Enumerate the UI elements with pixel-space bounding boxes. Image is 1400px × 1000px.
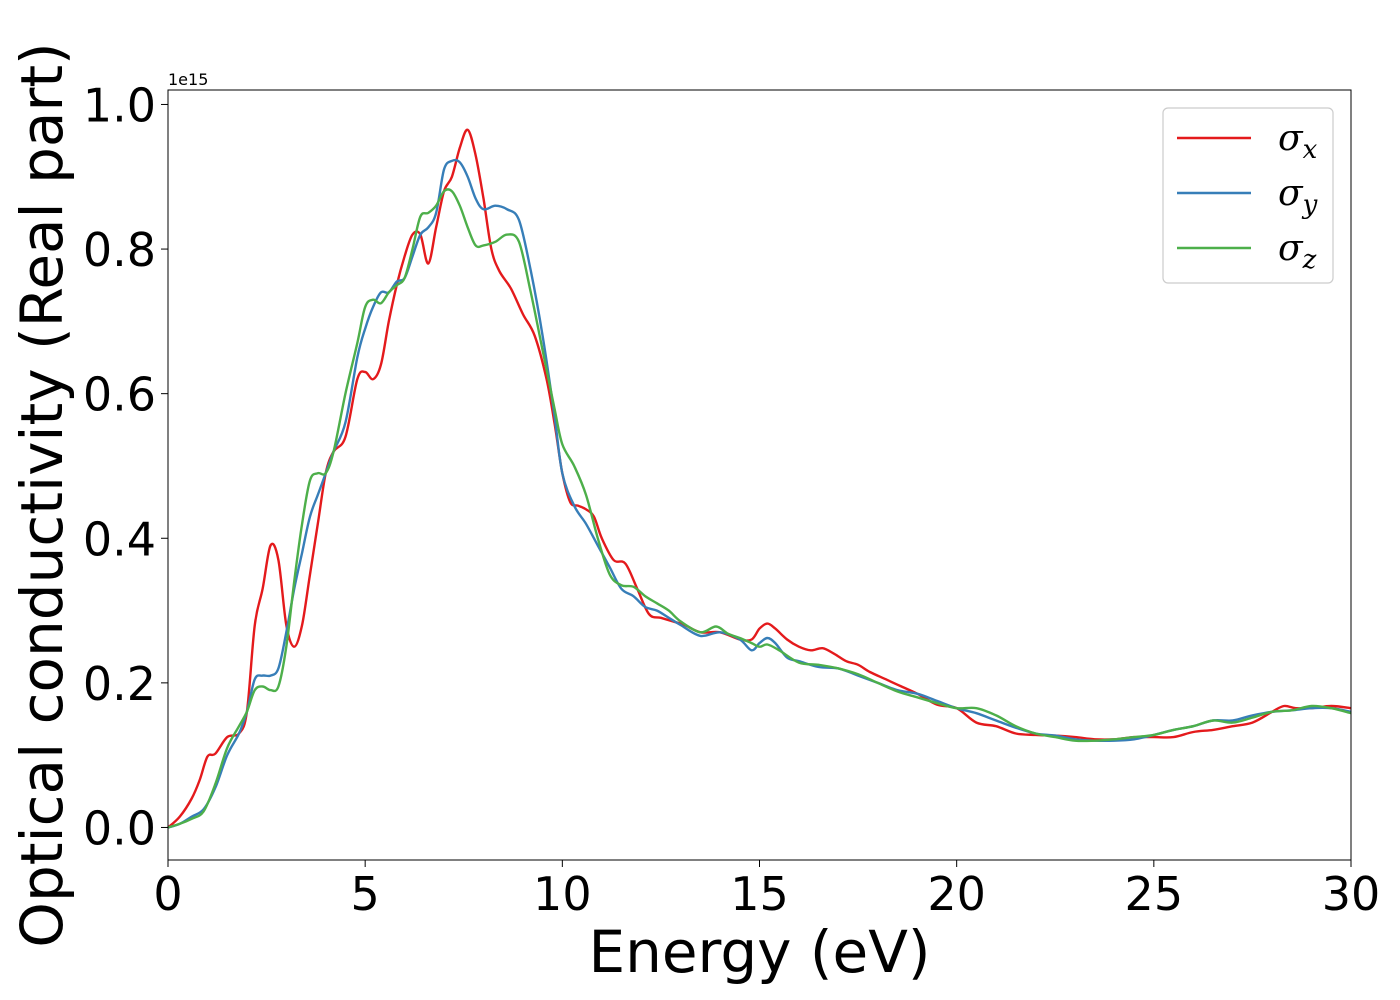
x-tick-label: 0 [153, 867, 182, 921]
legend-box [1162, 107, 1334, 284]
x-tick-label: 15 [730, 867, 789, 921]
series-line-y [167, 158, 1352, 829]
series-layer [167, 128, 1352, 829]
y-axis-label: Optical conductivity (Real part) [8, 42, 76, 947]
y-tick-label: 0.8 [83, 223, 156, 277]
y-offset-label: 1e15 [168, 70, 208, 89]
x-tick-label: 5 [351, 867, 380, 921]
series-line-z [167, 188, 1352, 829]
y-tick-label: 0.4 [83, 512, 156, 566]
x-tick-label: 30 [1322, 867, 1381, 921]
y-axis: 0.0 0.2 0.4 0.6 0.8 1.0 [83, 78, 168, 855]
y-tick-label: 0.2 [83, 657, 156, 711]
x-tick-label: 25 [1125, 867, 1184, 921]
y-tick-label: 1.0 [83, 78, 156, 132]
x-tick-label: 20 [927, 867, 986, 921]
legend-subscript: z [1302, 245, 1317, 275]
y-tick-label: 0.6 [83, 368, 156, 422]
x-axis: 0 5 10 15 20 25 30 [153, 860, 1380, 921]
legend-subscript: y [1302, 190, 1318, 220]
legend-subscript: x [1303, 135, 1318, 165]
y-tick-label: 0.0 [83, 801, 156, 855]
x-axis-label: Energy (eV) [588, 918, 930, 986]
x-tick-label: 10 [533, 867, 592, 921]
